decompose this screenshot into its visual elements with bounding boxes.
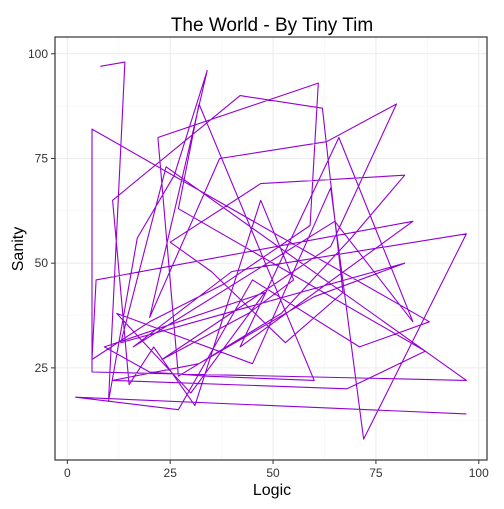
y-tick-label: 75 — [35, 151, 49, 165]
x-axis-title: Logic — [253, 482, 291, 499]
axis-ticks: 0 25 50 75 100 25 50 75 100 — [28, 47, 489, 480]
y-tick-label: 50 — [35, 256, 49, 270]
panel-border — [54, 36, 488, 461]
x-tick-label: 0 — [64, 466, 71, 480]
y-axis-title: Sanity — [10, 227, 27, 271]
x-tick-label: 75 — [369, 466, 383, 480]
y-tick-label: 25 — [35, 361, 49, 375]
grid — [55, 37, 487, 460]
x-tick-label: 25 — [164, 466, 178, 480]
chart-title: The World - By Tiny Tim — [171, 15, 373, 36]
x-tick-label: 50 — [266, 466, 280, 480]
y-tick-label: 100 — [28, 47, 48, 61]
series-layer — [75, 61, 467, 440]
series-line — [75, 61, 467, 440]
x-tick-label: 100 — [469, 466, 489, 480]
